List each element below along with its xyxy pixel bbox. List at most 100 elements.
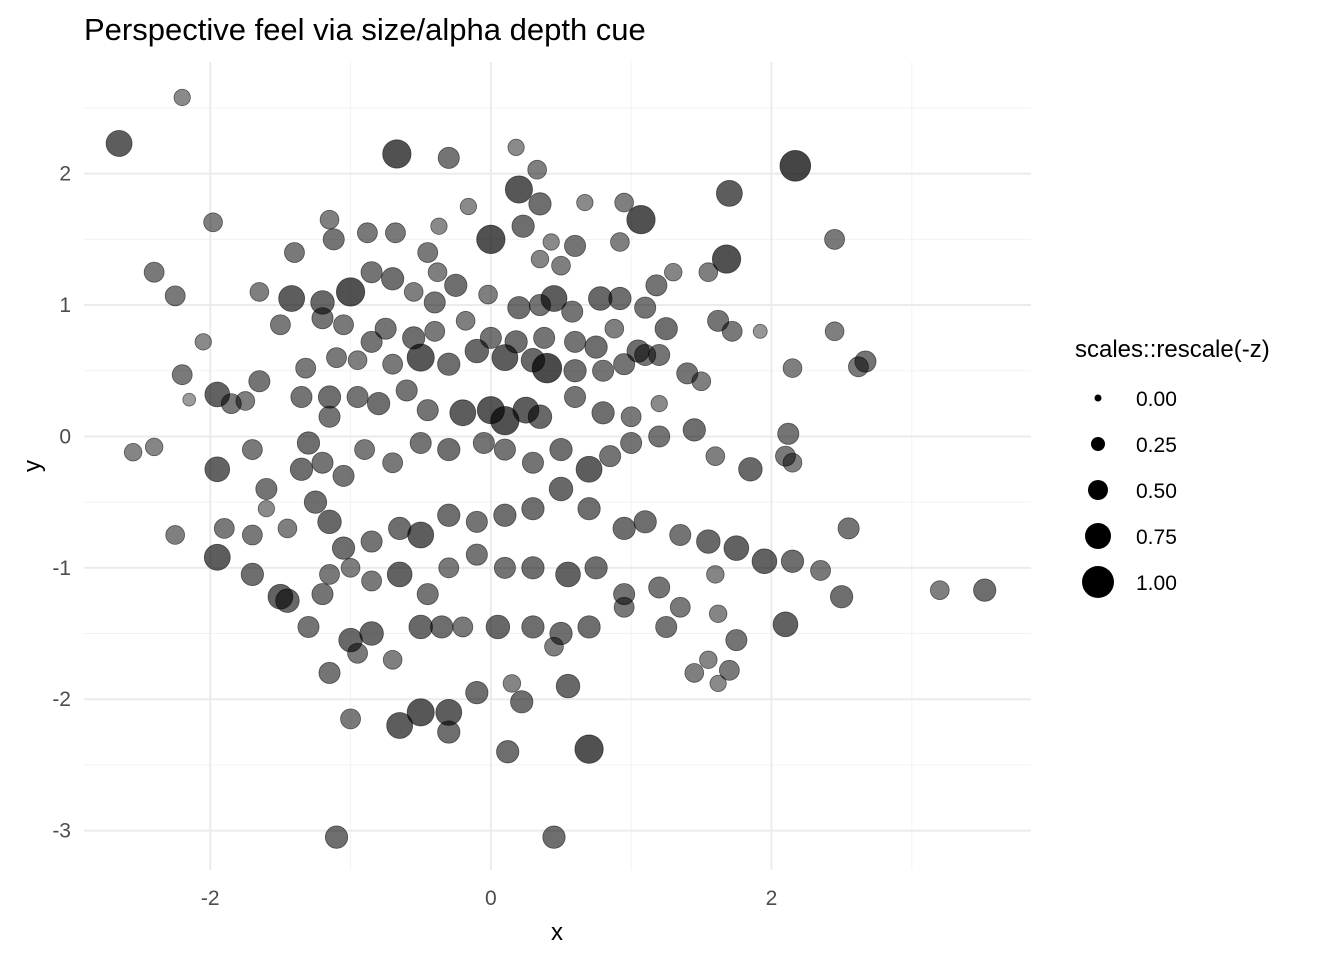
data-point — [772, 611, 799, 638]
data-point — [311, 307, 334, 330]
data-point — [777, 422, 800, 445]
data-point — [472, 432, 495, 455]
data-point — [699, 650, 718, 669]
data-point — [645, 274, 668, 297]
data-point — [527, 404, 553, 429]
data-point — [564, 386, 587, 409]
data-point — [311, 583, 334, 606]
data-point — [706, 565, 725, 584]
data-point — [311, 451, 334, 474]
legend-key — [1088, 480, 1108, 500]
data-point — [610, 232, 630, 252]
data-point — [395, 379, 418, 402]
data-point — [780, 549, 805, 573]
data-point — [257, 500, 275, 518]
data-point — [449, 399, 477, 427]
data-point — [592, 359, 615, 382]
legend-label: 0.25 — [1136, 434, 1177, 457]
data-point — [465, 681, 489, 705]
data-point — [386, 712, 414, 739]
legend-key — [1082, 566, 1114, 598]
data-point — [577, 615, 601, 639]
data-point — [614, 192, 634, 213]
data-point — [604, 318, 625, 339]
y-tick-label: -1 — [52, 557, 71, 580]
data-point — [317, 509, 342, 535]
y-tick-label: 0 — [59, 425, 71, 448]
y-axis-title: y — [19, 460, 46, 472]
data-point — [296, 431, 321, 455]
data-point — [248, 370, 271, 393]
data-point — [779, 149, 812, 182]
data-point — [182, 392, 197, 407]
legend-label: 0.50 — [1136, 480, 1177, 503]
data-point — [144, 437, 164, 457]
data-point — [324, 825, 349, 849]
data-point — [664, 263, 683, 282]
data-point — [634, 296, 657, 319]
data-point — [360, 530, 383, 553]
data-point — [437, 352, 461, 376]
data-point — [289, 457, 314, 481]
data-point — [290, 386, 313, 409]
data-point — [612, 516, 636, 541]
data-point — [544, 636, 564, 657]
data-point — [416, 399, 439, 422]
y-tick-label: -2 — [52, 688, 71, 711]
data-point — [385, 222, 406, 244]
data-point — [669, 596, 691, 618]
data-point — [417, 242, 439, 263]
data-point — [613, 353, 636, 376]
data-point — [555, 673, 581, 699]
data-point — [973, 578, 997, 602]
data-point — [738, 457, 763, 482]
data-point — [510, 690, 534, 714]
data-point — [599, 445, 622, 468]
data-point — [633, 510, 657, 534]
data-point — [493, 503, 517, 527]
data-point — [634, 343, 657, 366]
data-point — [476, 224, 506, 254]
data-point — [354, 439, 375, 460]
data-point — [382, 139, 412, 169]
data-point — [751, 548, 778, 575]
data-point — [531, 352, 563, 384]
data-point — [542, 233, 560, 251]
data-point — [555, 561, 581, 588]
data-point — [367, 391, 391, 416]
data-point — [613, 596, 635, 618]
data-point — [654, 317, 678, 341]
data-point — [521, 451, 544, 474]
x-tick-label: 0 — [485, 887, 497, 910]
data-point — [203, 212, 223, 233]
data-point — [576, 193, 594, 212]
data-point — [194, 333, 212, 351]
data-point — [322, 228, 345, 251]
data-point — [650, 394, 668, 413]
data-point — [718, 659, 740, 681]
data-point — [655, 615, 678, 638]
data-point — [698, 262, 719, 283]
data-point — [356, 222, 378, 244]
legend-key — [1094, 394, 1102, 402]
data-point — [540, 285, 568, 312]
data-point — [374, 317, 397, 340]
data-point — [464, 338, 490, 364]
data-point — [752, 323, 768, 339]
data-point — [275, 588, 300, 613]
data-point — [406, 698, 435, 727]
data-point — [359, 621, 384, 646]
data-point — [723, 535, 750, 561]
y-tick-label: 2 — [59, 163, 71, 186]
data-point — [493, 556, 516, 579]
data-point — [563, 359, 587, 383]
data-point — [465, 510, 488, 533]
data-point — [173, 88, 191, 107]
data-point — [549, 437, 573, 462]
data-point — [584, 335, 608, 359]
data-point — [407, 521, 435, 549]
legend-label: 0.00 — [1136, 388, 1177, 411]
data-point — [319, 563, 340, 585]
data-point — [318, 405, 341, 428]
data-point — [317, 385, 342, 409]
